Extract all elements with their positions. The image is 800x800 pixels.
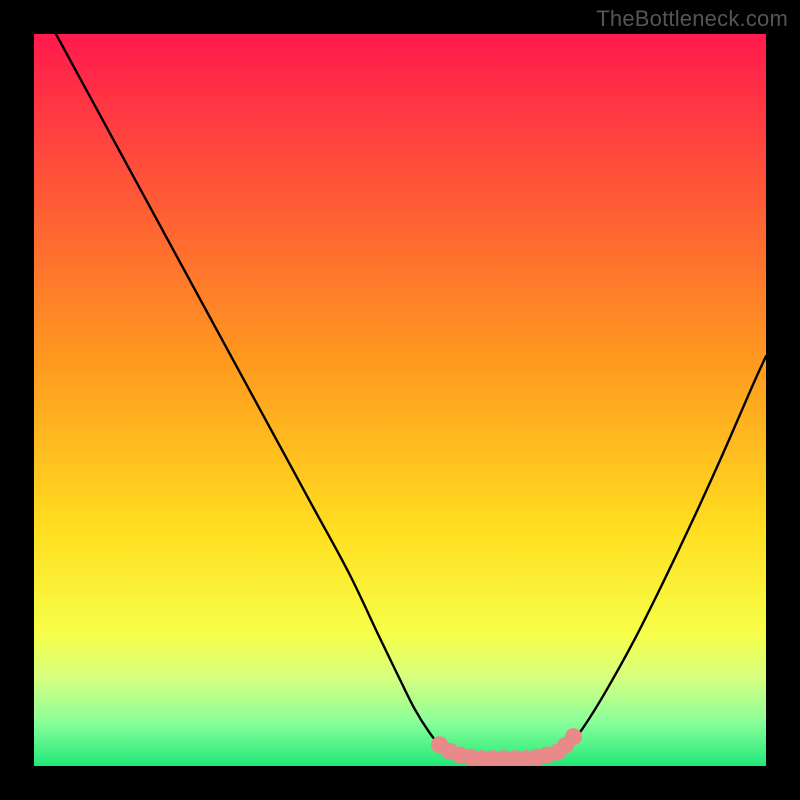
chart-svg [34, 34, 766, 766]
v-curve-line [56, 34, 766, 760]
chart-plot-area [34, 34, 766, 766]
watermark-text: TheBottleneck.com [596, 6, 788, 32]
highlight-dot [565, 728, 582, 745]
